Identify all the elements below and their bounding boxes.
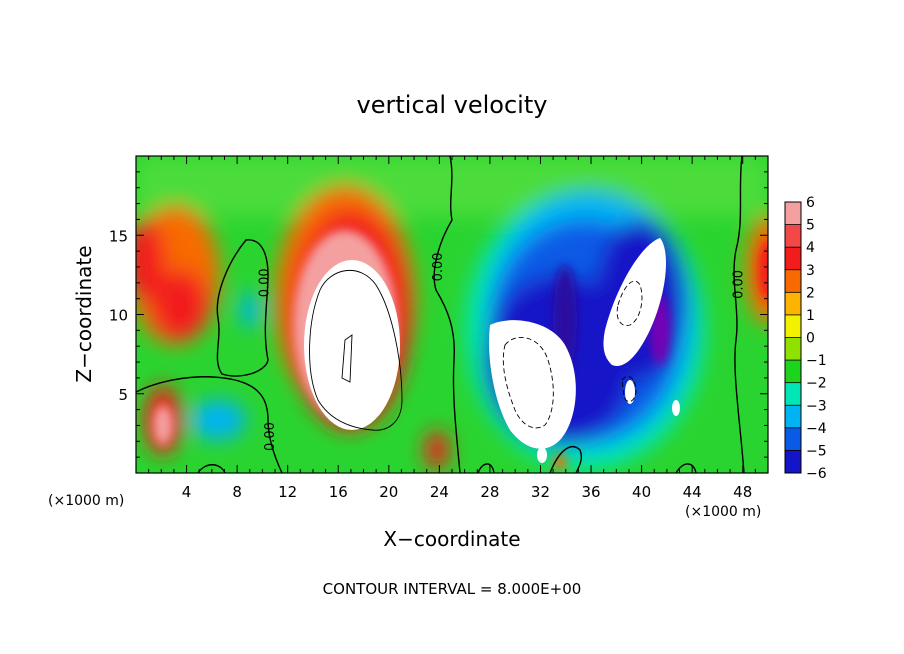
colorbar-label: 6 xyxy=(806,195,815,211)
colorbar: 6 5 4 3 2 1 0 −1 −2 −3 −4 −5 −6 xyxy=(784,195,827,482)
colorbar-swatch xyxy=(785,224,801,248)
x-tick-label: 36 xyxy=(581,483,600,501)
x-tick-label: 32 xyxy=(531,483,550,501)
colorbar-swatch xyxy=(785,360,801,383)
colorbar-swatch xyxy=(785,450,801,473)
y-axis-label: Z−coordinate xyxy=(72,245,96,382)
colorbar-swatch xyxy=(785,247,801,270)
x-unit-right: (×1000 m) xyxy=(685,504,761,520)
contour-label: 0.00 xyxy=(431,252,446,281)
contour-label: 0.00 xyxy=(258,268,273,297)
colorbar-swatch xyxy=(785,292,801,315)
x-tick-label: 28 xyxy=(480,483,499,501)
x-tick-label: 4 xyxy=(182,483,192,501)
x-tick-label: 44 xyxy=(683,483,702,501)
colorbar-swatch xyxy=(785,427,801,451)
x-tick-label: 8 xyxy=(232,483,242,501)
colorbar-label: 0 xyxy=(806,331,815,347)
x-unit-left: (×1000 m) xyxy=(48,493,124,509)
colorbar-label: −1 xyxy=(806,353,827,369)
colorbar-label: −3 xyxy=(806,398,827,414)
velocity-field xyxy=(136,156,768,473)
colorbar-label: 5 xyxy=(806,218,815,234)
y-tick-label: 5 xyxy=(118,386,128,404)
x-tick-label: 24 xyxy=(430,483,449,501)
colorbar-label: −5 xyxy=(806,443,827,459)
colorbar-label: 2 xyxy=(806,285,815,301)
colorbar-label: −6 xyxy=(806,466,827,482)
x-axis: 4 8 12 16 20 24 28 32 36 40 44 48 xyxy=(148,156,756,501)
x-tick-label: 48 xyxy=(733,483,752,501)
colorbar-label: −2 xyxy=(806,376,827,392)
x-axis-label: X−coordinate xyxy=(383,527,520,551)
colorbar-swatch xyxy=(785,405,801,428)
colorbar-swatch xyxy=(785,382,801,406)
contour-label: 0.00 xyxy=(732,270,747,299)
colorbar-swatch xyxy=(785,337,801,361)
contour-labels: 0.00 0.00 0.00 0.00 xyxy=(258,252,747,451)
x-tick-label: 40 xyxy=(632,483,651,501)
chart-title: vertical velocity xyxy=(357,91,548,119)
colorbar-label: 1 xyxy=(806,308,815,324)
colorbar-swatch xyxy=(785,202,801,225)
y-tick-label: 10 xyxy=(109,307,128,325)
colorbar-label: −4 xyxy=(806,421,827,437)
colorbar-label: 3 xyxy=(806,263,815,279)
y-tick-label: 15 xyxy=(109,227,128,245)
colorbar-swatch xyxy=(785,269,801,293)
x-tick-label: 12 xyxy=(278,483,297,501)
x-tick-label: 16 xyxy=(329,483,348,501)
y-axis: 5 10 15 xyxy=(109,171,768,458)
contour-label: 0.00 xyxy=(263,422,278,451)
colorbar-label: 4 xyxy=(806,240,815,256)
contour-interval-note: CONTOUR INTERVAL = 8.000E+00 xyxy=(323,580,582,598)
x-tick-label: 20 xyxy=(379,483,398,501)
colorbar-swatch xyxy=(785,314,801,338)
